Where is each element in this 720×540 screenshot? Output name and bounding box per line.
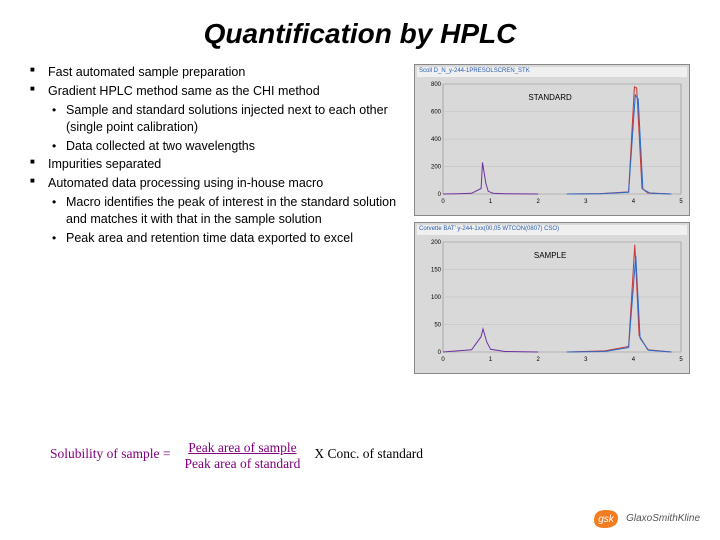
sub-item: Sample and standard solutions injected n… <box>48 102 400 136</box>
formula-rhs: X Conc. of standard <box>314 440 423 462</box>
bullet-item: Automated data processing using in-house… <box>30 175 400 247</box>
chart-header: Scoll D_N_y-244-1PRESOLSCREN_STK <box>417 67 687 77</box>
chromatogram-standard: Scoll D_N_y-244-1PRESOLSCREN_STK 0200400… <box>414 64 690 216</box>
sub-item: Data collected at two wavelengths <box>48 138 400 155</box>
svg-text:200: 200 <box>431 240 442 246</box>
bullet-text: Automated data processing using in-house… <box>48 176 323 190</box>
bullet-item: Fast automated sample preparation <box>30 64 400 81</box>
sub-item: Macro identifies the peak of interest in… <box>48 194 400 228</box>
svg-text:0: 0 <box>441 199 445 205</box>
chart-column: Scoll D_N_y-244-1PRESOLSCREN_STK 0200400… <box>414 64 690 374</box>
bullet-item: Gradient HPLC method same as the CHI met… <box>30 83 400 155</box>
formula-fraction: Peak area of sample Peak area of standar… <box>185 440 301 472</box>
sub-list: Sample and standard solutions injected n… <box>48 102 400 155</box>
svg-text:2: 2 <box>537 199 541 205</box>
svg-text:4: 4 <box>632 199 636 205</box>
svg-text:2: 2 <box>537 357 541 363</box>
bullet-column: Fast automated sample preparation Gradie… <box>30 64 400 374</box>
svg-text:400: 400 <box>431 137 442 143</box>
decorative-bar <box>0 532 720 540</box>
svg-text:4: 4 <box>632 357 636 363</box>
svg-text:5: 5 <box>679 357 683 363</box>
bullet-list: Fast automated sample preparation Gradie… <box>30 64 400 247</box>
brand-text: GlaxoSmithKline <box>626 513 700 524</box>
solubility-formula: Solubility of sample = Peak area of samp… <box>50 440 423 472</box>
svg-text:800: 800 <box>431 82 442 88</box>
bullet-item: Impurities separated <box>30 156 400 173</box>
sub-item: Peak area and retention time data export… <box>48 230 400 247</box>
svg-text:3: 3 <box>584 357 588 363</box>
svg-text:150: 150 <box>431 268 442 274</box>
sample-plot: 0 50 100 150 200 0 1 2 3 4 5 SAMPLE <box>417 236 687 366</box>
bullet-text: Gradient HPLC method same as the CHI met… <box>48 84 320 98</box>
chart-header: Corvette BAT' y-244-1xx(00,05 WTCON(0807… <box>417 225 687 235</box>
svg-text:SAMPLE: SAMPLE <box>534 251 566 260</box>
svg-text:200: 200 <box>431 165 442 171</box>
standard-plot: 0 200 400 600 800 0 1 2 3 4 5 STANDARD <box>417 78 687 208</box>
svg-text:STANDARD: STANDARD <box>528 93 572 102</box>
sub-list: Macro identifies the peak of interest in… <box>48 194 400 247</box>
svg-text:0: 0 <box>438 350 442 356</box>
gsk-logo-icon: gsk <box>592 504 620 532</box>
footer: gsk GlaxoSmithKline <box>592 504 700 532</box>
content-row: Fast automated sample preparation Gradie… <box>30 64 690 374</box>
chromatogram-sample: Corvette BAT' y-244-1xx(00,05 WTCON(0807… <box>414 222 690 374</box>
svg-text:1: 1 <box>489 357 493 363</box>
slide-title: Quantification by HPLC <box>30 18 690 50</box>
svg-text:0: 0 <box>441 357 445 363</box>
svg-text:3: 3 <box>584 199 588 205</box>
formula-numerator: Peak area of sample <box>185 440 301 456</box>
svg-text:50: 50 <box>434 323 441 329</box>
charts-wrap: Scoll D_N_y-244-1PRESOLSCREN_STK 0200400… <box>414 64 690 374</box>
svg-text:5: 5 <box>679 199 683 205</box>
svg-text:0: 0 <box>438 192 442 198</box>
svg-text:1: 1 <box>489 199 493 205</box>
svg-text:600: 600 <box>431 110 442 116</box>
svg-text:100: 100 <box>431 295 442 301</box>
slide: Quantification by HPLC Fast automated sa… <box>0 0 720 540</box>
formula-lhs: Solubility of sample = <box>50 440 171 462</box>
formula-denominator: Peak area of standard <box>185 456 301 472</box>
svg-text:gsk: gsk <box>598 514 615 525</box>
